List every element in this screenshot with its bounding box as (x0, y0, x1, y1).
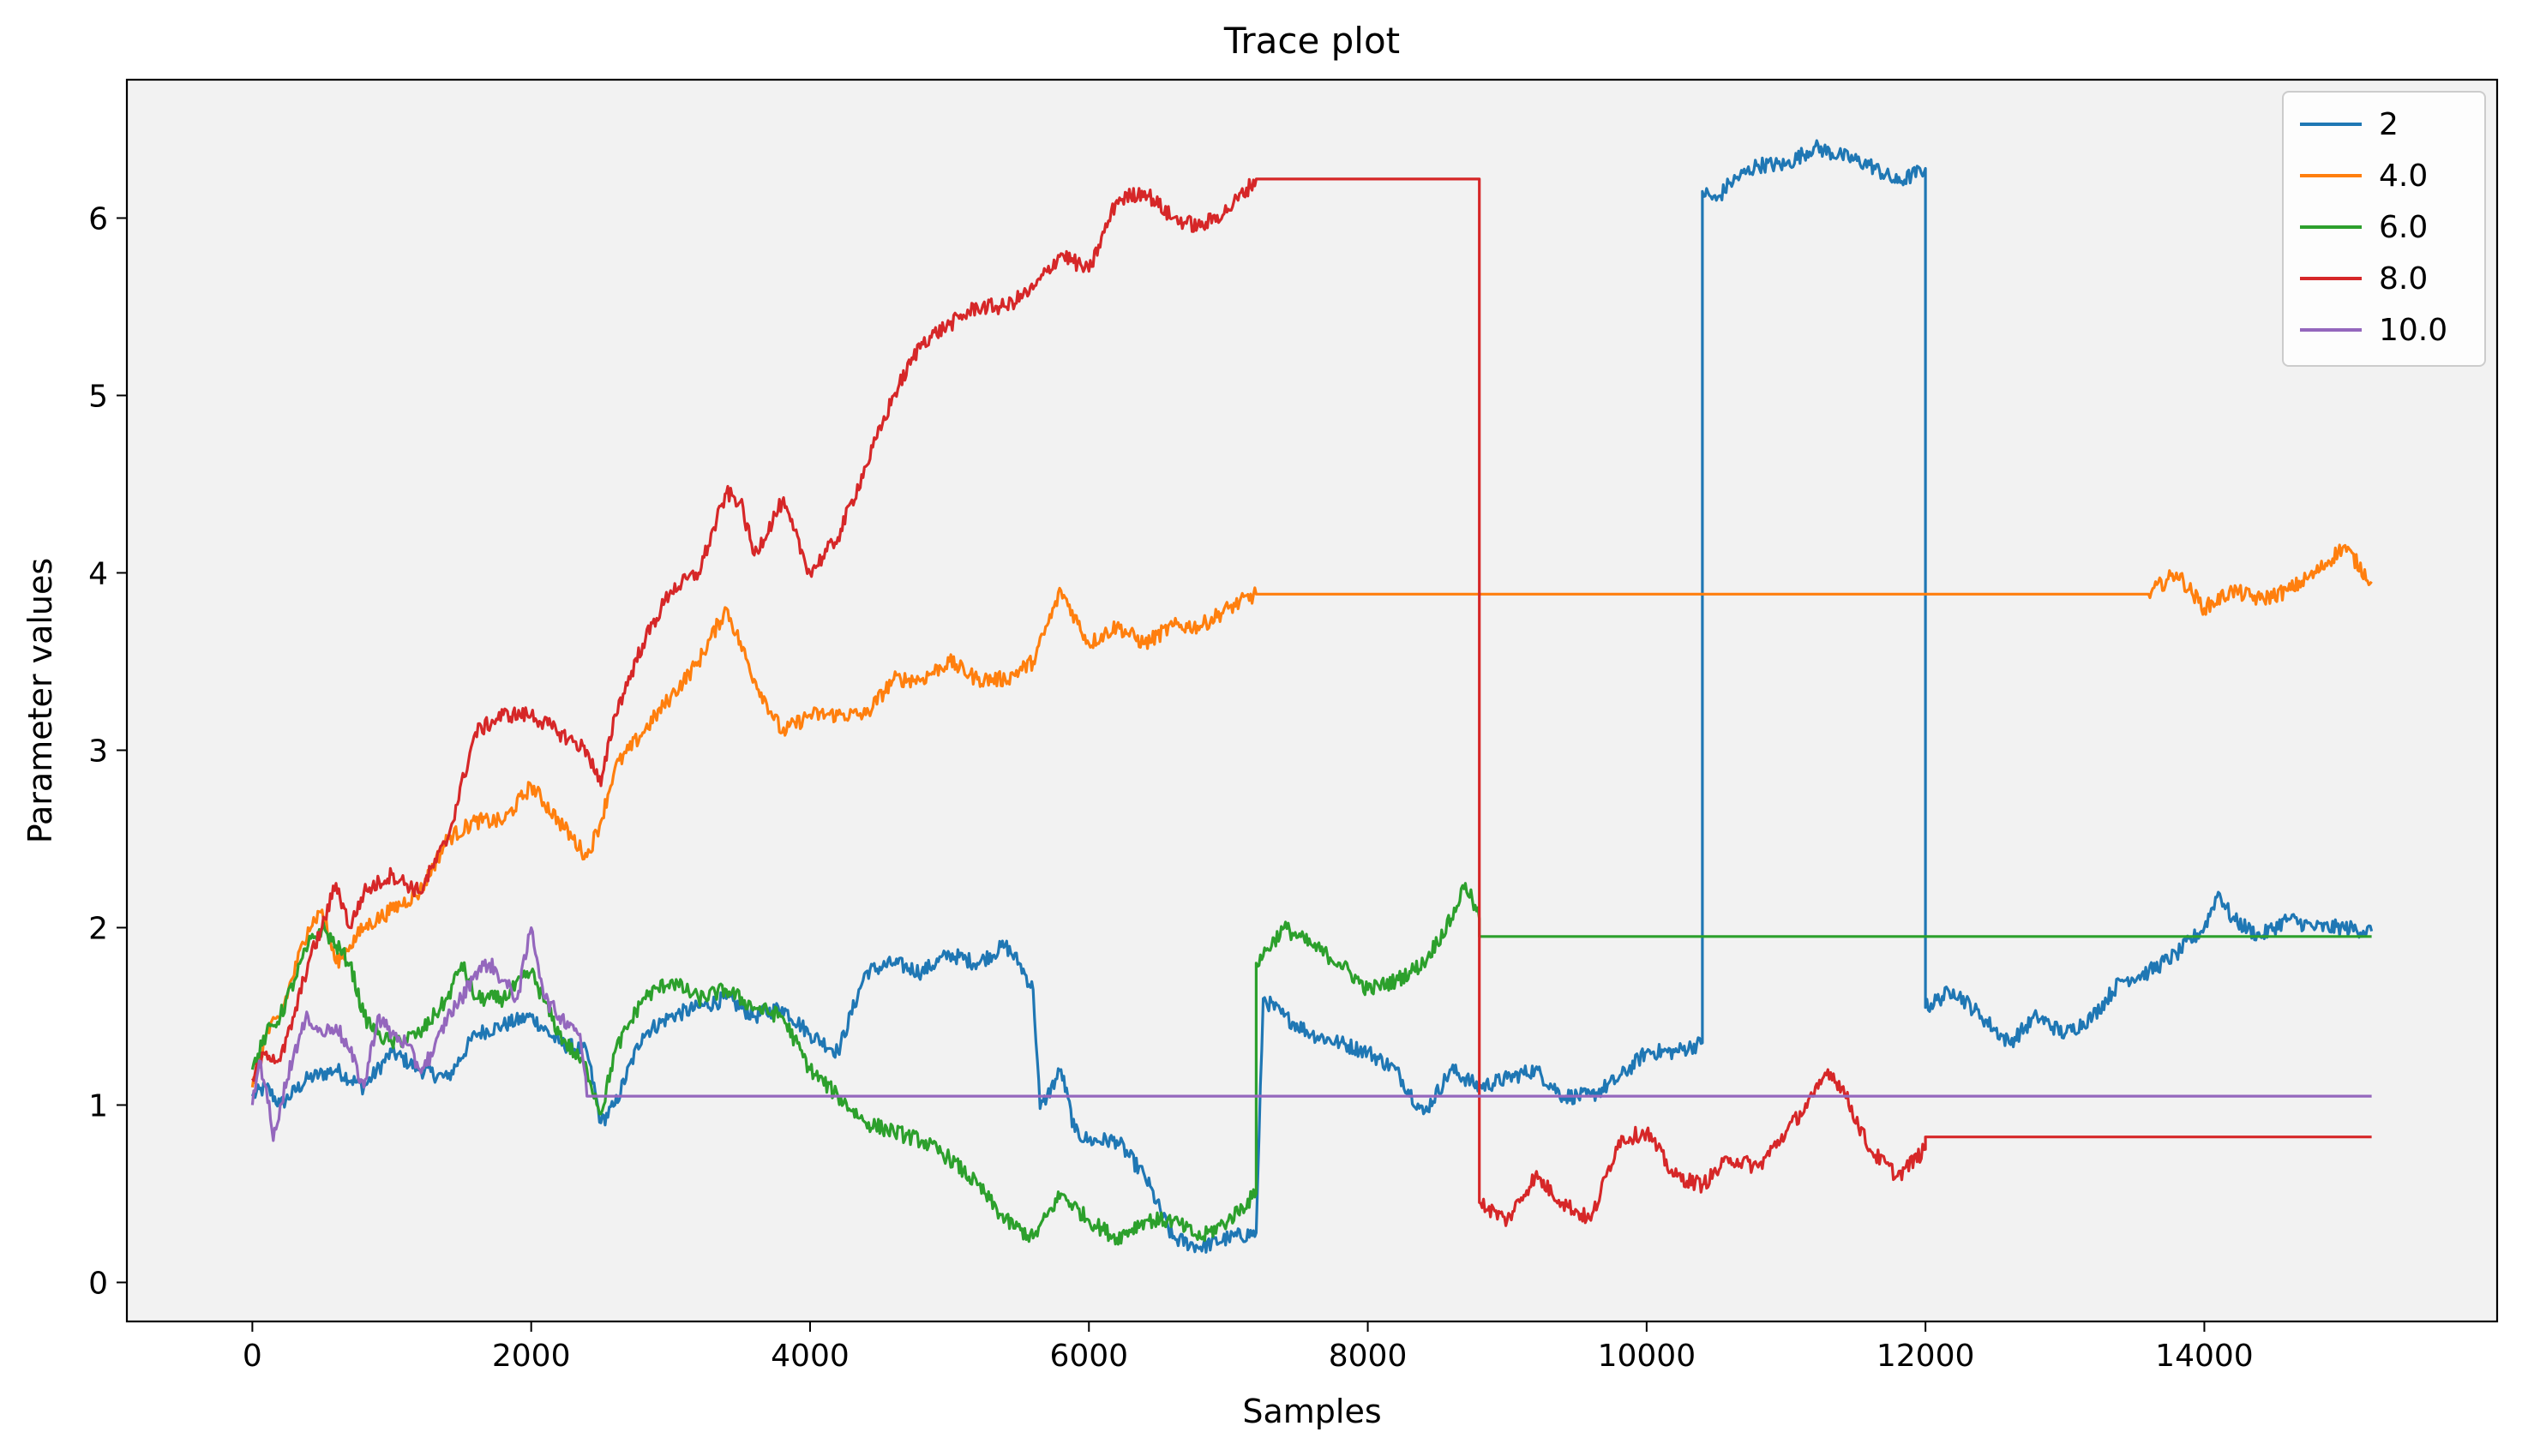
legend-label: 2 (2379, 107, 2399, 142)
y-axis: 0 1 2 3 4 5 6 (88, 201, 127, 1301)
legend: 2 4.0 6.0 8.0 10.0 (2282, 91, 2486, 367)
x-axis: 0 2000 4000 6000 8000 10000 12000 14000 (243, 1321, 2254, 1374)
legend-label: 10.0 (2379, 313, 2447, 348)
x-tick-label: 10000 (1598, 1339, 1696, 1374)
x-tick-label: 2000 (492, 1339, 571, 1374)
y-tick-label: 6 (88, 201, 108, 237)
legend-label: 4.0 (2379, 159, 2428, 194)
x-tick-label: 12000 (1876, 1339, 1975, 1374)
series-line-2 (250, 139, 2374, 1254)
series-line-4.0 (250, 543, 2373, 1088)
plot-frame (125, 78, 2499, 1323)
y-tick-label: 4 (88, 556, 108, 591)
x-axis-label: Samples (1242, 1393, 1381, 1430)
series-line-10.0 (250, 926, 2372, 1142)
series-line-6.0 (250, 882, 2372, 1246)
x-tick-label: 14000 (2155, 1339, 2254, 1374)
y-axis-label: Parameter values (21, 558, 59, 843)
legend-box (2282, 91, 2486, 367)
y-tick-label: 2 (88, 911, 108, 946)
legend-label: 6.0 (2379, 210, 2428, 245)
y-tick-label: 5 (88, 379, 108, 414)
plot-area (127, 80, 2497, 1321)
y-tick-label: 0 (88, 1266, 108, 1301)
x-tick-label: 0 (243, 1339, 262, 1374)
x-tick-label: 8000 (1329, 1339, 1408, 1374)
series-layer (250, 139, 2374, 1254)
y-tick-label: 1 (88, 1088, 108, 1123)
series-line-8.0 (251, 177, 2372, 1227)
x-tick-label: 6000 (1049, 1339, 1128, 1374)
legend-label: 8.0 (2379, 261, 2428, 297)
x-tick-label: 4000 (771, 1339, 850, 1374)
y-tick-label: 3 (88, 734, 108, 769)
chart-title: Trace plot (1223, 20, 1400, 62)
